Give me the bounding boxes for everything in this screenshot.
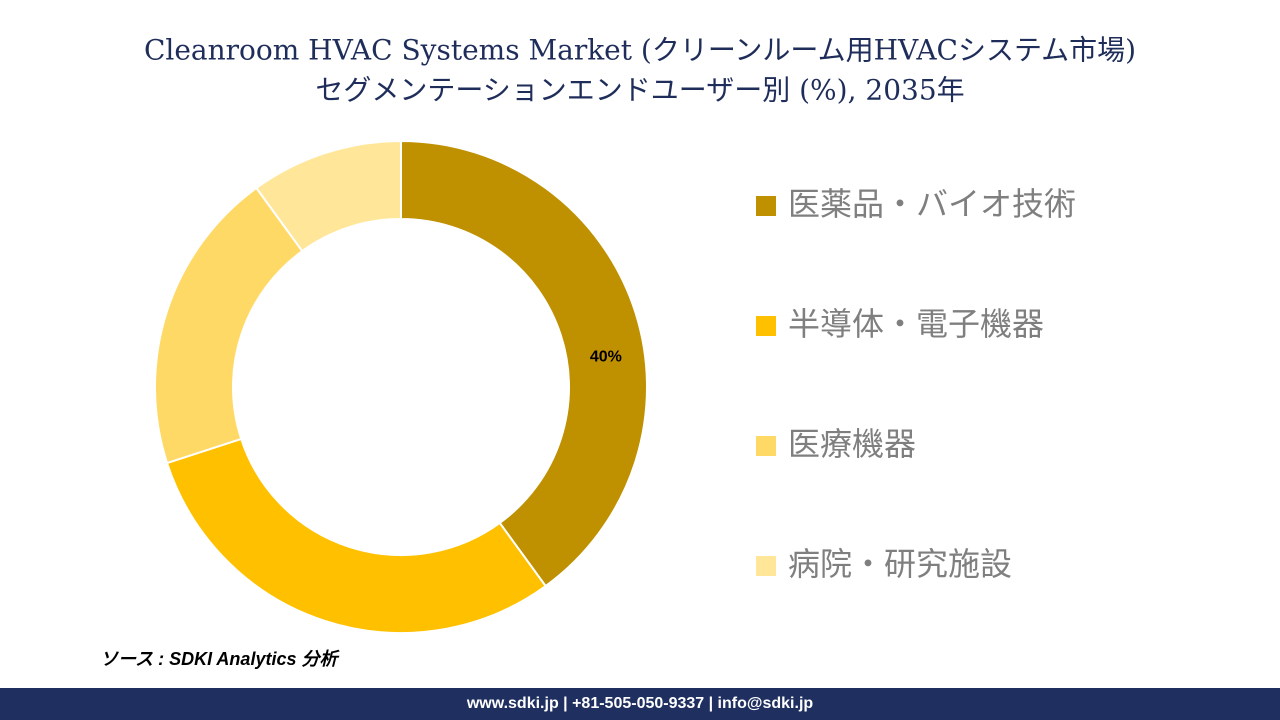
legend-label: 半導体・電子機器 — [788, 305, 1044, 343]
legend-swatch — [756, 196, 776, 216]
chart-title: セグメンテーションエンドユーザー別 (%), 2035年 — [315, 74, 964, 107]
legend-label: 病院・研究施設 — [788, 545, 1012, 583]
donut-segment — [400, 139, 648, 588]
source: ソース : SDKI Analytics 分析 — [100, 649, 340, 669]
donut-segment — [165, 437, 547, 634]
footer-bar — [0, 688, 1280, 720]
legend-label: 医療機器 — [788, 425, 916, 463]
chart-title: Cleanroom HVAC Systems Market (クリーンルーム用H… — [144, 34, 1136, 67]
donut-segment — [154, 186, 304, 465]
donut-segment — [255, 139, 402, 253]
legend-swatch — [756, 316, 776, 336]
data-label: 40% — [590, 348, 622, 365]
legend-label: 医薬品・バイオ技術 — [788, 185, 1076, 223]
legend-swatch — [756, 556, 776, 576]
footer: www.sdki.jp | +81-505-050-9337 | info@sd… — [466, 695, 814, 712]
legend-swatch — [756, 436, 776, 456]
